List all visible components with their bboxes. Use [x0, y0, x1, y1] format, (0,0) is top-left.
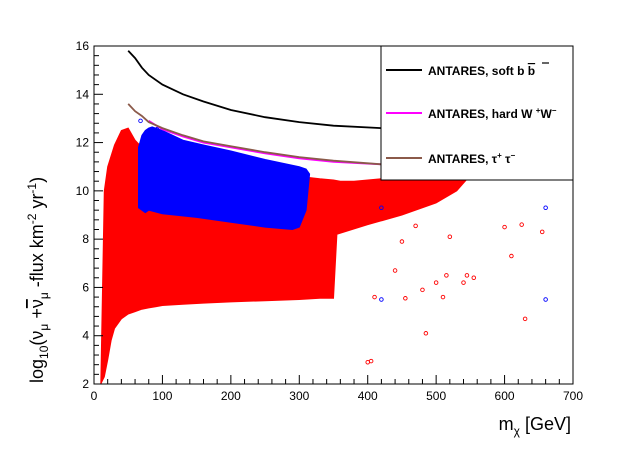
- legend: ANTARES, soft b b ANTARES, hard W +W− ANTA…: [380, 45, 574, 181]
- scatter-point-6: [413, 223, 418, 229]
- scatter-point-5: [403, 296, 408, 301]
- points-layer: [138, 118, 548, 365]
- axes-layer: 0 100 200 300 400 500 600 700 2 4 6 8 10 12 14 16: [76, 39, 584, 403]
- y-tick-label-14: 14: [76, 87, 90, 101]
- scatter-point-12: [447, 234, 453, 239]
- scatter-point-17: [509, 253, 514, 259]
- scatter-point-24: [368, 358, 374, 364]
- scatter-point-2: [379, 205, 384, 211]
- y-tick-label-8: 8: [82, 232, 89, 246]
- scatter-point-16: [502, 224, 507, 230]
- scatter-point-4: [399, 239, 405, 244]
- scatter-point-13: [461, 280, 466, 285]
- x-tick-label-400: 400: [358, 389, 378, 403]
- scatter-point-27: [317, 205, 323, 211]
- x-tick-label-600: 600: [495, 389, 515, 403]
- y-tick-label-12: 12: [76, 136, 90, 150]
- legend-label-1: ANTARES, hard W +W−: [428, 106, 557, 121]
- scatter-point-20: [539, 229, 545, 235]
- x-tick-label-500: 500: [426, 389, 446, 403]
- x-tick-label-0: 0: [91, 389, 98, 403]
- scatter-point-18: [519, 222, 524, 227]
- tautau-limit-line: [127, 103, 382, 166]
- scatter-point-10: [440, 294, 446, 300]
- y-axis-title: log10(νμ +νμ -flux km-2 yr-1): [25, 177, 51, 383]
- blue-scan-region: [138, 126, 311, 231]
- y-tick-label-10: 10: [76, 184, 90, 198]
- scatter-point-25: [138, 118, 143, 124]
- hard-ww-limit-line: [148, 120, 382, 166]
- scatter-point-8: [423, 331, 429, 336]
- scatter-point-21: [543, 205, 548, 211]
- scatter-point-0: [372, 294, 377, 300]
- scatter-point-26: [154, 127, 160, 132]
- soft-bb-limit-line: [127, 50, 382, 129]
- x-tick-label-700: 700: [563, 389, 583, 403]
- x-tick-label-300: 300: [289, 389, 309, 403]
- y-tick-label-4: 4: [82, 329, 89, 343]
- y-tick-label-6: 6: [82, 280, 89, 294]
- plot-frame: [93, 45, 574, 385]
- scatter-point-3: [392, 268, 398, 273]
- lines-layer: [127, 50, 382, 166]
- scatter-point-15: [471, 275, 477, 281]
- scatter-point-19: [522, 316, 528, 322]
- scatter-point-9: [433, 280, 439, 285]
- legend-label-2: ANTARES, τ+ τ−: [428, 151, 516, 166]
- scatter-point-1: [379, 297, 384, 302]
- legend-label-0: ANTARES, soft b b: [428, 64, 535, 78]
- scatter-point-11: [444, 273, 449, 278]
- y-tick-label-16: 16: [76, 39, 90, 53]
- scatter-point-14: [464, 273, 470, 278]
- x-tick-label-100: 100: [152, 389, 172, 403]
- scatter-point-22: [543, 297, 548, 302]
- scatter-point-7: [420, 287, 425, 293]
- y-tick-label-2: 2: [82, 377, 89, 391]
- x-tick-label-200: 200: [221, 389, 241, 403]
